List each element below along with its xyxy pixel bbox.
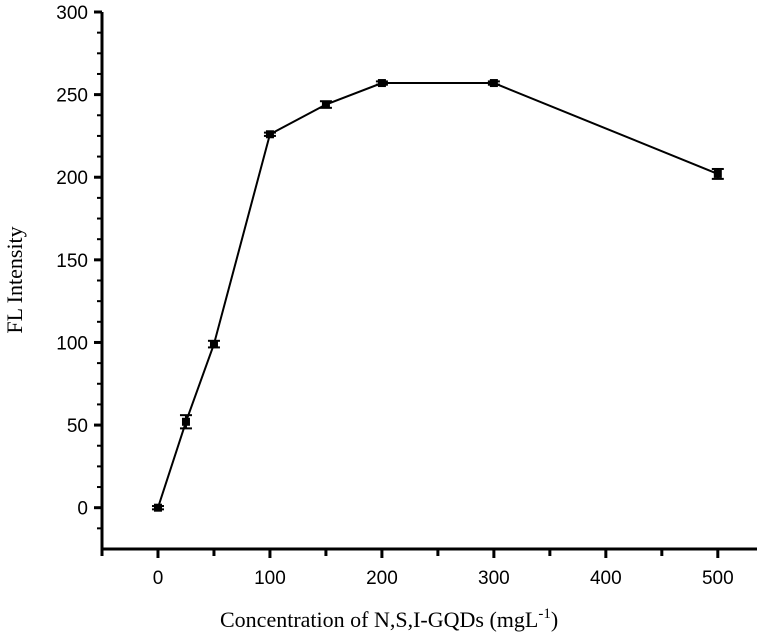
axes: 0 50 100 150 200 250 300 0 100 200 300 400 500 bbox=[56, 3, 757, 589]
y-tick-label: 300 bbox=[56, 3, 88, 24]
y-tick-label: 250 bbox=[56, 86, 88, 107]
x-axis-label: Concentration of N,S,I-GQDs (mgL-1) bbox=[220, 606, 558, 632]
x-tick-label: 100 bbox=[254, 568, 286, 589]
series-line bbox=[157, 82, 719, 509]
x-tick-label: 400 bbox=[590, 568, 622, 589]
data-point bbox=[265, 130, 274, 139]
y-tick-label: 200 bbox=[56, 168, 88, 189]
y-axis-label: FL Intensity bbox=[2, 226, 27, 333]
x-tick-label: 200 bbox=[366, 568, 398, 589]
y-tick-label: 0 bbox=[77, 499, 88, 520]
data-marks bbox=[151, 79, 724, 512]
x-tick-label: 300 bbox=[478, 568, 510, 589]
data-point bbox=[489, 79, 498, 88]
y-tick-label: 50 bbox=[67, 416, 88, 437]
y-tick-label: 150 bbox=[56, 251, 88, 272]
data-point bbox=[209, 340, 218, 349]
y-tick-label: 100 bbox=[56, 333, 88, 354]
data-point bbox=[153, 503, 162, 512]
data-point bbox=[181, 417, 190, 426]
x-tick-label: 0 bbox=[153, 568, 164, 589]
x-tick-label: 500 bbox=[702, 568, 734, 589]
data-point bbox=[321, 100, 330, 109]
data-point bbox=[713, 169, 722, 178]
data-point bbox=[377, 79, 386, 88]
